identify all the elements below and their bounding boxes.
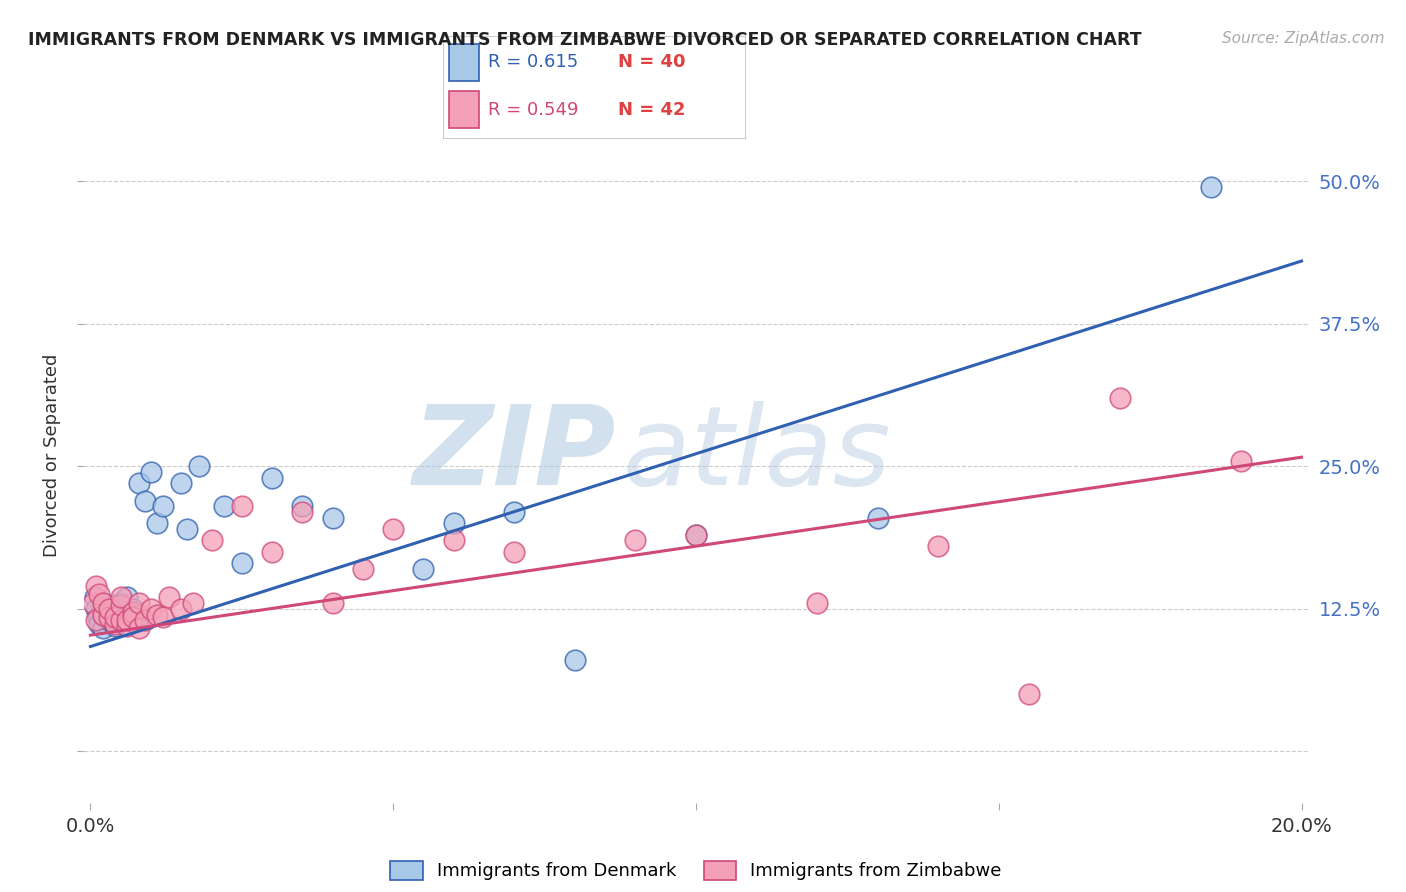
Point (86, 602, 108, 616)
Point (188, 459, 211, 474)
Point (97, 605, 120, 619)
Point (134, 613, 156, 627)
Point (503, 545, 526, 559)
Point (115, 613, 138, 627)
Point (97, 613, 120, 627)
Point (291, 500, 314, 514)
Point (503, 505, 526, 519)
Point (86, 610, 108, 624)
Point (91, 596, 114, 610)
Point (1230, 453, 1253, 467)
Point (110, 591, 132, 605)
Point (128, 476, 150, 491)
Point (97, 602, 120, 616)
Point (128, 596, 150, 610)
Point (121, 610, 143, 624)
Point (866, 510, 889, 524)
Point (170, 476, 193, 491)
Text: ZIP: ZIP (413, 401, 616, 508)
Point (1108, 391, 1130, 405)
Point (200, 533, 222, 548)
Point (170, 602, 193, 616)
Legend: Immigrants from Denmark, Immigrants from Zimbabwe: Immigrants from Denmark, Immigrants from… (382, 854, 1010, 888)
Point (115, 591, 138, 605)
Text: Source: ZipAtlas.com: Source: ZipAtlas.com (1222, 31, 1385, 46)
Point (322, 596, 344, 610)
Point (152, 610, 174, 624)
Text: R = 0.615: R = 0.615 (488, 54, 578, 71)
Point (139, 465, 162, 479)
Point (231, 556, 253, 570)
Point (128, 607, 150, 622)
Point (806, 596, 828, 610)
Text: N = 40: N = 40 (619, 54, 686, 71)
Point (97, 610, 120, 624)
Point (262, 471, 284, 485)
Point (110, 613, 132, 627)
Point (91, 607, 114, 622)
Point (110, 613, 132, 627)
Point (685, 528, 707, 542)
Point (110, 596, 132, 610)
Point (134, 493, 156, 508)
Point (91, 607, 114, 622)
Point (322, 510, 344, 524)
Point (157, 591, 180, 605)
Point (91, 621, 114, 635)
Point (139, 602, 162, 616)
Point (104, 599, 127, 613)
Point (927, 539, 949, 553)
Text: atlas: atlas (623, 401, 891, 508)
Point (443, 533, 465, 548)
Point (110, 602, 132, 616)
Point (121, 602, 143, 616)
Point (104, 610, 127, 624)
Point (262, 545, 284, 559)
Bar (449, 44, 479, 81)
Y-axis label: Divorced or Separated: Divorced or Separated (44, 353, 62, 557)
Point (89, 587, 111, 601)
Point (146, 607, 169, 622)
Point (91, 596, 114, 610)
Bar (449, 91, 479, 128)
Point (115, 607, 138, 622)
Point (86, 579, 108, 593)
Point (84, 591, 107, 605)
Point (128, 621, 150, 635)
Point (176, 522, 198, 536)
Point (291, 505, 314, 519)
Point (121, 613, 143, 627)
Point (685, 528, 707, 542)
Point (146, 516, 169, 531)
Point (212, 500, 235, 514)
Point (443, 516, 465, 531)
Point (104, 619, 127, 633)
Point (382, 522, 405, 536)
Point (152, 500, 174, 514)
Point (564, 653, 586, 667)
Point (412, 562, 434, 576)
Point (624, 533, 647, 548)
Point (352, 562, 374, 576)
Text: N = 42: N = 42 (619, 101, 686, 119)
Point (231, 500, 253, 514)
Point (1199, 180, 1222, 194)
Point (121, 605, 143, 619)
Point (1018, 688, 1040, 702)
Point (97, 610, 120, 624)
Point (110, 599, 132, 613)
Point (82, 596, 104, 610)
Point (183, 596, 205, 610)
Point (89, 616, 111, 631)
Point (115, 619, 138, 633)
Text: R = 0.549: R = 0.549 (488, 101, 579, 119)
Point (86, 613, 108, 627)
Point (104, 616, 127, 631)
Text: IMMIGRANTS FROM DENMARK VS IMMIGRANTS FROM ZIMBABWE DIVORCED OR SEPARATED CORREL: IMMIGRANTS FROM DENMARK VS IMMIGRANTS FR… (28, 31, 1142, 49)
